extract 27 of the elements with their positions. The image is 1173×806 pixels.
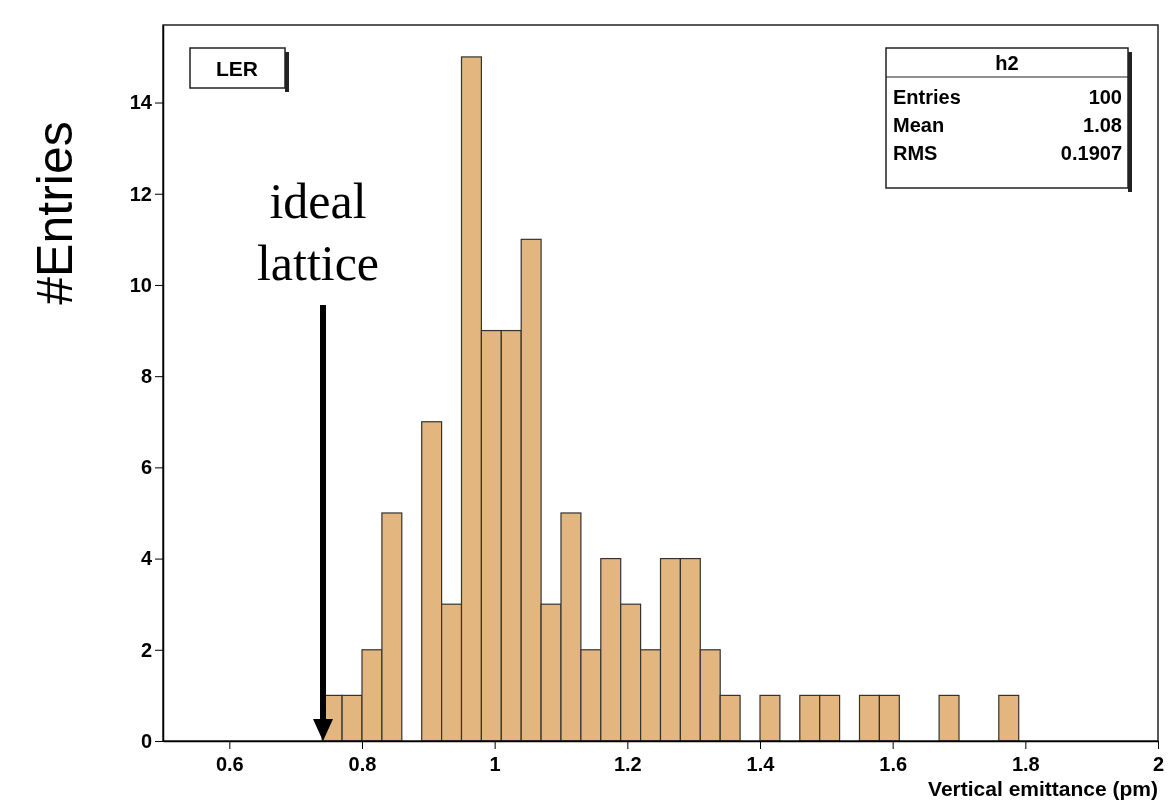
y-tick-label: 0 bbox=[140, 729, 152, 752]
y-tick-label: 14 bbox=[129, 91, 153, 114]
annotation: ideal lattice bbox=[256, 173, 380, 291]
annotation: 100 bbox=[1088, 86, 1122, 108]
annotation: Entries bbox=[893, 86, 961, 108]
annotation: h2 bbox=[995, 52, 1019, 74]
y-tick-label: 2 bbox=[140, 638, 152, 661]
annotation: Mean bbox=[893, 114, 945, 136]
x-tick-label: 2 bbox=[1152, 753, 1165, 775]
annotation: RMS bbox=[893, 142, 938, 164]
x-tick-label: 0.6 bbox=[215, 753, 244, 775]
x-tick-label: 1 bbox=[489, 753, 501, 775]
y-tick-label: 6 bbox=[140, 456, 152, 479]
annotation: LER bbox=[216, 57, 258, 80]
x-tick-label: 1.8 bbox=[1011, 753, 1040, 775]
x-axis-title: Vertical emittance (pm) bbox=[928, 777, 1158, 800]
x-tick-label: 1.4 bbox=[746, 753, 776, 775]
y-axis-title: #Entries bbox=[27, 121, 83, 305]
y-tick-label: 12 bbox=[129, 182, 152, 205]
y-tick-label: 8 bbox=[140, 365, 152, 388]
x-tick-label: 0.8 bbox=[348, 753, 377, 775]
y-tick-label: 10 bbox=[129, 273, 152, 296]
x-tick-label: 1.2 bbox=[613, 753, 642, 775]
x-tick-label: 1.6 bbox=[879, 753, 908, 775]
y-tick-label: 4 bbox=[140, 547, 153, 570]
annotation: 0.1907 bbox=[1060, 142, 1122, 164]
annotation: 1.08 bbox=[1083, 114, 1122, 136]
